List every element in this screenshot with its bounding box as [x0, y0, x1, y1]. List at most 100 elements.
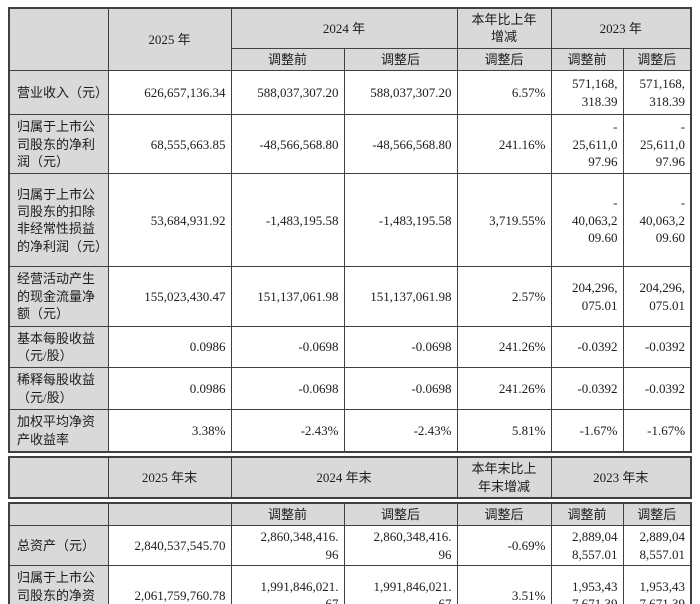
col-header-2024: 2024 年: [230, 7, 458, 49]
value-2025: 2,840,537,545.70: [107, 525, 232, 567]
subheader-change-adj-after: 调整后: [456, 502, 552, 527]
value-2024-before: -0.0698: [230, 367, 345, 411]
value-2025: 155,023,430.47: [107, 266, 232, 327]
value-2024-before: -0.0698: [230, 325, 345, 369]
subheader-2023-adj-after: 调整后: [622, 47, 692, 72]
value-2024-before: -48,566,568.80: [230, 114, 345, 175]
value-change: 5.81%: [456, 409, 552, 453]
value-2024-after: 1,991,846,021. 67: [343, 565, 458, 604]
value-2023-after: 2,889,04 8,557.01: [622, 525, 692, 567]
value-change: -0.69%: [456, 525, 552, 567]
empty-cell: [8, 502, 109, 527]
value-2024-after: 588,037,307.20: [343, 70, 458, 116]
col-header-2024-end: 2024 年末: [230, 456, 458, 499]
value-2023-before: -0.0392: [550, 367, 624, 411]
metric-label: 基本每股收益（元/股）: [8, 325, 109, 369]
value-change: 241.16%: [456, 114, 552, 175]
table-row: 归属于上市公司股东的净利润（元） 68,555,663.85 -48,566,5…: [8, 114, 692, 175]
subheader-2024-adj-after: 调整后: [343, 502, 458, 527]
metric-label: 营业收入（元）: [8, 70, 109, 116]
table-row: 归属于上市公司股东的净资产（元） 2,061,759,760.78 1,991,…: [8, 565, 692, 604]
value-2025: 0.0986: [107, 367, 232, 411]
value-change: 6.57%: [456, 70, 552, 116]
value-change: 3.51%: [456, 565, 552, 604]
current-period-table: 2025 年 2024 年 本年比上年 增减 2023 年 调整前 调整后 调整…: [8, 7, 693, 454]
value-2023-after: 571,168, 318.39: [622, 70, 692, 116]
value-change: 241.26%: [456, 325, 552, 369]
value-2023-after: 1,953,43 7,671.39: [622, 565, 692, 604]
subheader-2023-adj-before: 调整前: [550, 47, 624, 72]
value-2023-before: - 25,611,0 97.96: [550, 114, 624, 175]
col-header-2023-end: 2023 年末: [550, 456, 692, 499]
metric-label: 归属于上市公司股东的扣除非经常性损益的净利润（元）: [8, 173, 109, 268]
value-2023-after: 204,296, 075.01: [622, 266, 692, 327]
metric-label: 加权平均净资产收益率: [8, 409, 109, 453]
header-row-yearend: 2025 年末 2024 年末 本年末比上 年末增减 2023 年末: [8, 456, 692, 499]
metric-label: 总资产（元）: [8, 525, 109, 567]
value-2023-before: 571,168, 318.39: [550, 70, 624, 116]
period-end-data-table: 调整前 调整后 调整后 调整前 调整后 总资产（元） 2,840,537,545…: [8, 501, 692, 604]
subheader-2024-adj-before: 调整前: [230, 502, 345, 527]
value-2025: 53,684,931.92: [107, 173, 232, 268]
value-2024-after: -48,566,568.80: [343, 114, 458, 175]
col-header-2023: 2023 年: [550, 7, 692, 49]
subheader-2023-adj-before: 调整前: [550, 502, 624, 527]
value-2023-after: - 25,611,0 97.96: [622, 114, 692, 175]
value-2025: 3.38%: [107, 409, 232, 453]
metric-label: 归属于上市公司股东的净利润（元）: [8, 114, 109, 175]
corner-cell: [8, 456, 109, 499]
value-2025: 626,657,136.34: [107, 70, 232, 116]
value-2023-before: - 40,063,2 09.60: [550, 173, 624, 268]
col-header-2025-end: 2025 年末: [107, 456, 232, 499]
value-change: 241.26%: [456, 367, 552, 411]
value-2024-after: -0.0698: [343, 325, 458, 369]
value-2025: 2,061,759,760.78: [107, 565, 232, 604]
subheader-2023-adj-after: 调整后: [622, 502, 692, 527]
value-change: 3,719.55%: [456, 173, 552, 268]
subheader-2024-adj-before: 调整前: [230, 47, 345, 72]
value-2024-after: 2,860,348,416. 96: [343, 525, 458, 567]
value-2024-after: 151,137,061.98: [343, 266, 458, 327]
table-row: 归属于上市公司股东的扣除非经常性损益的净利润（元） 53,684,931.92 …: [8, 173, 692, 268]
value-2025: 0.0986: [107, 325, 232, 369]
period-end-year-header-table: 2025 年末 2024 年末 本年末比上 年末增减 2023 年末: [8, 456, 693, 499]
subheader-change-adj-after: 调整后: [456, 47, 552, 72]
value-2023-before: 2,889,04 8,557.01: [550, 525, 624, 567]
corner-cell: [8, 7, 109, 72]
value-2023-after: -0.0392: [622, 367, 692, 411]
value-2023-after: -0.0392: [622, 325, 692, 369]
table-row: 经营活动产生的现金流量净额（元） 155,023,430.47 151,137,…: [8, 266, 692, 327]
metric-label: 稀释每股收益（元/股）: [8, 367, 109, 411]
value-2023-before: 1,953,43 7,671.39: [550, 565, 624, 604]
table-row: 稀释每股收益（元/股） 0.0986 -0.0698 -0.0698 241.2…: [8, 367, 692, 411]
value-2024-before: 2,860,348,416. 96: [230, 525, 345, 567]
table-row: 总资产（元） 2,840,537,545.70 2,860,348,416. 9…: [8, 525, 692, 567]
header-row-adjustment: 调整前 调整后 调整后 调整前 调整后: [8, 502, 692, 527]
header-row-years: 2025 年 2024 年 本年比上年 增减 2023 年: [8, 7, 692, 72]
value-2024-before: 588,037,307.20: [230, 70, 345, 116]
value-2023-before: 204,296, 075.01: [550, 266, 624, 327]
value-2024-before: 1,991,846,021. 67: [230, 565, 345, 604]
table-row: 营业收入（元） 626,657,136.34 588,037,307.20 58…: [8, 70, 692, 116]
col-header-change: 本年比上年 增减: [456, 7, 552, 49]
subheader-2024-adj-after: 调整后: [343, 47, 458, 72]
value-2023-after: -1.67%: [622, 409, 692, 453]
metric-label: 归属于上市公司股东的净资产（元）: [8, 565, 109, 604]
value-2024-before: 151,137,061.98: [230, 266, 345, 327]
header-row-adjustment: 调整前 调整后 调整后 调整前 调整后: [9, 47, 692, 72]
col-header-change-end: 本年末比上 年末增减: [456, 456, 552, 499]
table-row: 加权平均净资产收益率 3.38% -2.43% -2.43% 5.81% -1.…: [8, 409, 692, 453]
value-2025: 68,555,663.85: [107, 114, 232, 175]
table-row: 基本每股收益（元/股） 0.0986 -0.0698 -0.0698 241.2…: [8, 325, 692, 369]
col-header-2025: 2025 年: [107, 7, 232, 72]
value-2024-after: -0.0698: [343, 367, 458, 411]
empty-cell: [107, 502, 232, 527]
value-2024-before: -1,483,195.58: [230, 173, 345, 268]
value-2024-before: -2.43%: [230, 409, 345, 453]
value-2023-before: -0.0392: [550, 325, 624, 369]
value-change: 2.57%: [456, 266, 552, 327]
value-2023-after: - 40,063,2 09.60: [622, 173, 692, 268]
metric-label: 经营活动产生的现金流量净额（元）: [8, 266, 109, 327]
value-2024-after: -2.43%: [343, 409, 458, 453]
